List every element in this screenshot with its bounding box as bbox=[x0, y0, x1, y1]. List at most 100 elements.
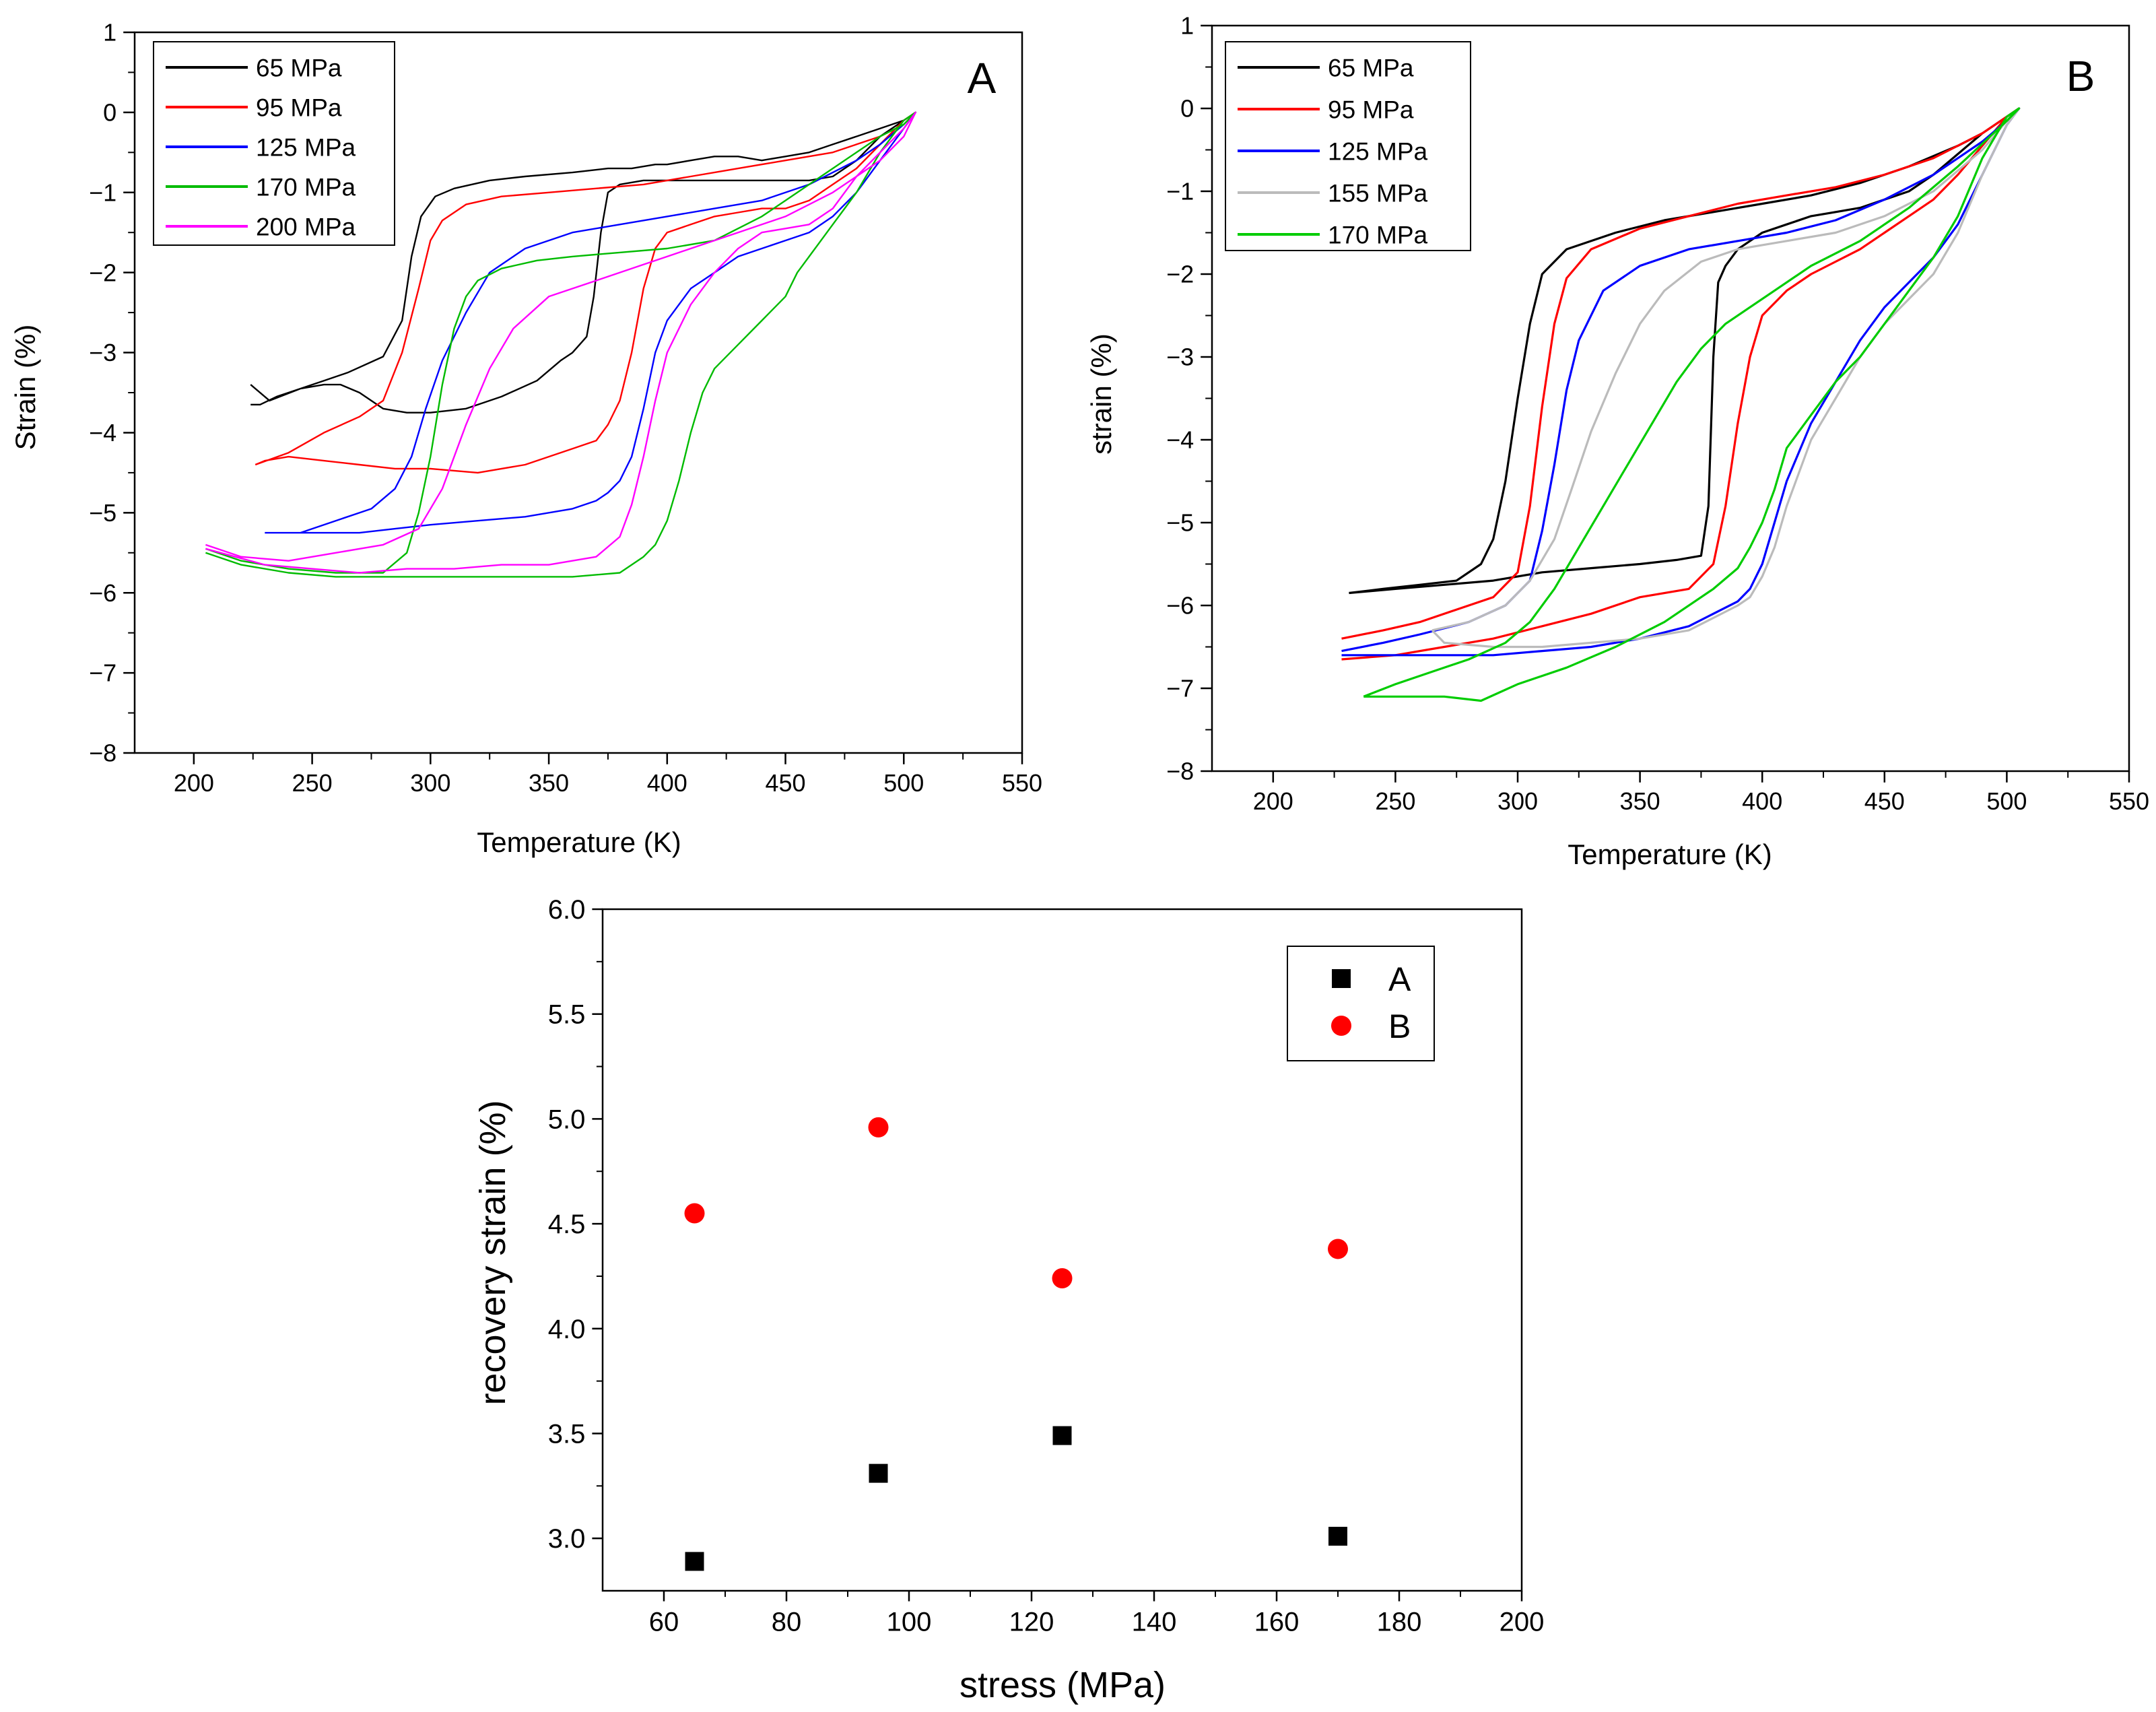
x-tick-label: 450 bbox=[765, 769, 805, 797]
y-axis-label: Strain (%) bbox=[9, 325, 41, 451]
legend: 65 MPa 95 MPa 125 MPa 155 MPa 170 MPa bbox=[1225, 41, 1471, 251]
panelC: 60 80 100 120 140 160 180 200 3.0 3.5 4.0 4.5 5.0 5.5… bbox=[473, 895, 1544, 1705]
panelA: 200 250 300 350 400 450 500 550 1 0 −1 −2 −3 −4 −5 −6 −7… bbox=[9, 19, 1042, 858]
panel-label: B bbox=[2066, 52, 2095, 100]
y-tick-label: −6 bbox=[1166, 592, 1194, 620]
data-point-a bbox=[869, 1463, 888, 1483]
y-tick-label: −6 bbox=[89, 579, 116, 607]
x-tick-label: 200 bbox=[1253, 787, 1293, 815]
data-point-b bbox=[868, 1117, 889, 1138]
y-axis-label: recovery strain (%) bbox=[473, 1100, 513, 1405]
x-tick-label: 550 bbox=[1002, 769, 1042, 797]
x-tick-label: 500 bbox=[883, 769, 924, 797]
x-tick-label: 80 bbox=[772, 1608, 802, 1637]
series-line-95-mpa bbox=[255, 111, 917, 474]
series-line-170-mpa bbox=[1363, 107, 2021, 702]
y-tick-label: 0 bbox=[103, 98, 116, 126]
x-tick-label: 200 bbox=[1500, 1608, 1545, 1637]
y-tick-label: 4.0 bbox=[548, 1315, 586, 1344]
data-point-a bbox=[685, 1552, 704, 1571]
x-tick-label: 160 bbox=[1254, 1608, 1300, 1637]
y-tick-label: −8 bbox=[89, 739, 116, 767]
panelB: 200 250 300 350 400 450 500 550 1 0 −1 −2 −3 −4 −5 −6 −7… bbox=[1085, 12, 2149, 870]
y-tick-label: 6.0 bbox=[548, 895, 586, 925]
y-tick-label: 3.5 bbox=[548, 1419, 586, 1449]
legend-box bbox=[153, 41, 395, 246]
x-tick-label: 350 bbox=[529, 769, 569, 797]
y-tick-label: −3 bbox=[1166, 343, 1194, 371]
x-tick-label: 250 bbox=[292, 769, 333, 797]
y-tick-label: 1 bbox=[1180, 12, 1194, 40]
y-tick-label: 1 bbox=[103, 19, 116, 46]
y-tick-label: −1 bbox=[1166, 178, 1194, 205]
x-tick-label: 120 bbox=[1009, 1608, 1054, 1637]
x-tick-label: 400 bbox=[647, 769, 687, 797]
y-tick-label: −4 bbox=[1166, 426, 1194, 454]
legend-label: 95 MPa bbox=[256, 94, 342, 121]
plot-frame bbox=[601, 908, 1523, 1592]
y-tick-label: −4 bbox=[89, 419, 116, 447]
x-tick-label: 200 bbox=[174, 769, 214, 797]
y-tick-label: 3.0 bbox=[548, 1524, 586, 1554]
legend-label: 125 MPa bbox=[1328, 137, 1428, 165]
y-tick-label: 0 bbox=[1180, 95, 1194, 123]
y-tick-label: 5.5 bbox=[548, 1000, 586, 1030]
legend-swatch bbox=[1331, 1016, 1351, 1036]
y-tick-label: −7 bbox=[89, 659, 116, 687]
panel-label: A bbox=[968, 54, 997, 102]
x-tick-label: 100 bbox=[887, 1608, 932, 1637]
legend: AB bbox=[1287, 946, 1435, 1061]
y-tick-label: −5 bbox=[1166, 509, 1194, 537]
legend-label: 125 MPa bbox=[256, 133, 356, 161]
x-axis-label: Temperature (K) bbox=[1568, 838, 1772, 870]
legend-label: B bbox=[1388, 1008, 1411, 1045]
x-tick-label: 300 bbox=[1497, 787, 1538, 815]
plot-area bbox=[205, 111, 917, 578]
x-tick-label: 60 bbox=[649, 1608, 679, 1637]
data-point-b bbox=[684, 1203, 705, 1224]
x-tick-label: 180 bbox=[1377, 1608, 1422, 1637]
y-tick-label: −1 bbox=[89, 178, 116, 206]
legend-label: 65 MPa bbox=[1328, 54, 1414, 81]
x-tick-label: 500 bbox=[1986, 787, 2027, 815]
y-tick-label: 5.0 bbox=[548, 1105, 586, 1134]
y-tick-label: −7 bbox=[1166, 675, 1194, 702]
data-point-b bbox=[1328, 1239, 1348, 1259]
legend-label: 170 MPa bbox=[1328, 221, 1428, 249]
legend-swatch bbox=[1332, 969, 1351, 988]
x-tick-label: 550 bbox=[2109, 787, 2149, 815]
y-tick-label: −3 bbox=[89, 339, 116, 366]
legend-box bbox=[1225, 41, 1471, 251]
x-axis-label: Temperature (K) bbox=[477, 826, 681, 858]
x-tick-label: 250 bbox=[1375, 787, 1415, 815]
y-tick-label: −5 bbox=[89, 499, 116, 527]
legend-box bbox=[1287, 946, 1435, 1061]
data-point-a bbox=[1328, 1527, 1347, 1546]
y-tick-label: 4.5 bbox=[548, 1210, 586, 1239]
x-tick-label: 300 bbox=[410, 769, 450, 797]
y-axis-label: strain (%) bbox=[1085, 333, 1117, 455]
data-point-b bbox=[1052, 1268, 1073, 1289]
plot-area bbox=[684, 1117, 1348, 1571]
legend-label: 155 MPa bbox=[1328, 179, 1428, 207]
series-line-65-mpa bbox=[1349, 107, 2021, 595]
plot-area bbox=[1341, 107, 2021, 702]
legend-label: 95 MPa bbox=[1328, 96, 1414, 123]
series-line-65-mpa bbox=[250, 111, 917, 414]
series-line-155-mpa bbox=[1431, 107, 2021, 649]
data-point-a bbox=[1052, 1426, 1072, 1445]
series-line-200-mpa bbox=[205, 111, 917, 574]
x-tick-label: 450 bbox=[1864, 787, 1905, 815]
x-axis-label: stress (MPa) bbox=[959, 1665, 1166, 1705]
legend-label: 170 MPa bbox=[256, 173, 356, 201]
x-tick-label: 350 bbox=[1620, 787, 1660, 815]
legend-label: 200 MPa bbox=[256, 213, 356, 240]
y-tick-label: −2 bbox=[1166, 261, 1194, 288]
x-tick-label: 140 bbox=[1132, 1608, 1177, 1637]
series-line-170-mpa bbox=[205, 111, 917, 578]
x-tick-label: 400 bbox=[1742, 787, 1782, 815]
legend-label: 65 MPa bbox=[256, 54, 342, 81]
y-tick-label: −8 bbox=[1166, 758, 1194, 785]
legend: 65 MPa 95 MPa 125 MPa 170 MPa 200 MPa bbox=[153, 41, 395, 246]
